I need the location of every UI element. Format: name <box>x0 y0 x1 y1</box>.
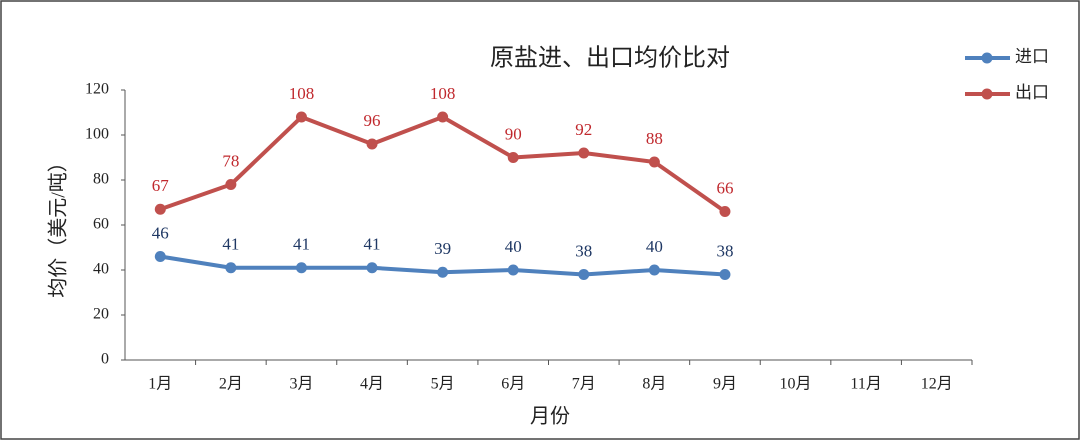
x-tick-label: 10月 <box>780 376 812 393</box>
y-axis-label: 均价（美元/吨） <box>47 152 70 298</box>
data-label: 41 <box>293 235 310 254</box>
data-label: 40 <box>646 237 663 256</box>
data-label: 92 <box>575 120 592 139</box>
data-label: 38 <box>575 241 592 260</box>
x-tick-label: 4月 <box>360 376 384 393</box>
y-tick-label: 100 <box>85 126 109 143</box>
point <box>578 269 590 280</box>
point <box>648 264 660 276</box>
data-label: 39 <box>434 239 451 258</box>
data-label: 90 <box>505 124 522 143</box>
x-tick-label: 11月 <box>850 376 881 393</box>
x-tick-label: 1月 <box>148 376 172 393</box>
chart-title: 原盐进、出口均价比对 <box>490 45 730 72</box>
x-tick-label: 6月 <box>501 376 525 393</box>
y-tick-label: 80 <box>93 171 109 188</box>
y-tick-label: 60 <box>93 216 109 233</box>
legend-marker <box>981 88 993 100</box>
x-tick-label: 8月 <box>642 376 666 393</box>
x-tick-label: 2月 <box>219 376 243 393</box>
x-axis-label: 月份 <box>530 405 570 428</box>
point <box>719 206 731 217</box>
point <box>437 111 449 123</box>
x-tick-label: 3月 <box>289 376 313 393</box>
point <box>295 262 307 274</box>
data-label: 46 <box>152 223 169 242</box>
y-tick-label: 40 <box>93 261 109 278</box>
y-tick-label: 0 <box>101 351 109 368</box>
point <box>295 111 307 123</box>
x-tick-label: 9月 <box>713 376 737 393</box>
point <box>225 179 237 190</box>
y-tick-label: 120 <box>85 81 109 98</box>
point <box>154 203 166 215</box>
y-tick-label: 20 <box>93 306 109 323</box>
point <box>225 262 237 274</box>
x-tick-label: 5月 <box>431 376 455 393</box>
data-label: 96 <box>364 111 381 130</box>
data-label: 38 <box>716 241 733 260</box>
data-label: 40 <box>505 237 522 256</box>
point <box>719 269 731 280</box>
data-label: 108 <box>289 84 315 103</box>
x-tick-label: 12月 <box>921 376 953 393</box>
data-label: 88 <box>646 129 663 148</box>
legend-label: 进口 <box>1015 47 1049 66</box>
point <box>437 266 449 278</box>
data-label: 108 <box>430 84 456 103</box>
point <box>507 152 519 163</box>
point <box>578 147 590 159</box>
legend-label: 出口 <box>1015 83 1049 102</box>
point <box>366 262 378 274</box>
point <box>507 264 519 276</box>
x-tick-label: 7月 <box>572 376 596 393</box>
point <box>154 251 166 262</box>
data-label: 67 <box>152 176 170 195</box>
legend-marker <box>981 52 993 64</box>
data-label: 78 <box>222 151 239 170</box>
data-label: 66 <box>716 178 733 197</box>
data-label: 41 <box>364 235 381 254</box>
point <box>366 138 378 150</box>
point <box>648 156 660 168</box>
data-label: 41 <box>222 235 239 254</box>
